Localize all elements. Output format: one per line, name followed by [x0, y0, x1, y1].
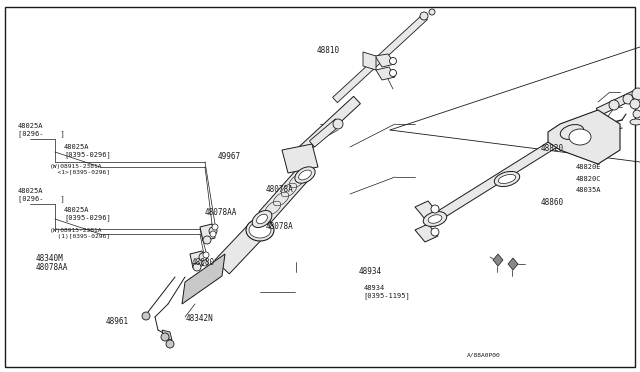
- Ellipse shape: [299, 170, 312, 180]
- Circle shape: [199, 253, 207, 261]
- Ellipse shape: [423, 212, 447, 227]
- Text: 48934
[0395-1195]: 48934 [0395-1195]: [364, 285, 410, 299]
- Text: 49967: 49967: [218, 152, 241, 161]
- Polygon shape: [162, 330, 172, 340]
- Text: 48078AA: 48078AA: [205, 208, 237, 217]
- Circle shape: [431, 228, 439, 236]
- Circle shape: [193, 263, 201, 271]
- Ellipse shape: [569, 129, 591, 145]
- Text: 48340M: 48340M: [35, 254, 63, 263]
- Circle shape: [429, 9, 435, 15]
- Circle shape: [609, 100, 619, 110]
- Polygon shape: [429, 126, 579, 224]
- Polygon shape: [375, 54, 395, 67]
- Polygon shape: [282, 144, 318, 173]
- Polygon shape: [182, 254, 225, 304]
- Polygon shape: [493, 254, 503, 266]
- Polygon shape: [415, 224, 438, 242]
- Polygon shape: [309, 119, 340, 147]
- Polygon shape: [415, 201, 438, 219]
- Text: 48078A: 48078A: [266, 185, 293, 194]
- Text: 48820C: 48820C: [576, 176, 602, 182]
- Text: 48342N: 48342N: [186, 314, 213, 323]
- Circle shape: [431, 205, 439, 213]
- Circle shape: [166, 340, 174, 348]
- Text: (W)08915-2381A
  (1)[0395-0296]: (W)08915-2381A (1)[0395-0296]: [50, 228, 110, 239]
- Polygon shape: [200, 224, 215, 241]
- Ellipse shape: [257, 214, 268, 224]
- Ellipse shape: [630, 119, 640, 125]
- Polygon shape: [376, 67, 395, 80]
- Circle shape: [203, 236, 211, 244]
- Polygon shape: [215, 222, 265, 274]
- Ellipse shape: [295, 167, 315, 183]
- Circle shape: [420, 12, 428, 20]
- Ellipse shape: [494, 171, 520, 186]
- Text: 48035A: 48035A: [576, 187, 602, 193]
- Circle shape: [209, 227, 217, 235]
- Circle shape: [333, 119, 343, 129]
- Circle shape: [390, 58, 397, 64]
- Text: 48078AA: 48078AA: [35, 263, 68, 272]
- Ellipse shape: [252, 211, 272, 228]
- Circle shape: [623, 94, 633, 104]
- Circle shape: [633, 110, 640, 118]
- Text: 48025A
[0296-    ]: 48025A [0296- ]: [18, 189, 65, 202]
- Polygon shape: [548, 110, 620, 164]
- Polygon shape: [363, 52, 376, 70]
- Text: 48078A: 48078A: [266, 222, 293, 231]
- Text: 48961: 48961: [106, 317, 129, 326]
- Polygon shape: [287, 96, 360, 166]
- Circle shape: [630, 99, 640, 109]
- Text: (W)08915-2381A
  <1>[0395-0296]: (W)08915-2381A <1>[0395-0296]: [50, 164, 110, 175]
- Ellipse shape: [249, 222, 271, 238]
- Circle shape: [212, 224, 218, 230]
- Circle shape: [203, 252, 209, 258]
- Ellipse shape: [428, 215, 442, 223]
- Polygon shape: [596, 89, 640, 116]
- Circle shape: [390, 70, 397, 77]
- Text: 48860: 48860: [541, 198, 564, 207]
- Text: A/88A0P00: A/88A0P00: [467, 353, 501, 358]
- Polygon shape: [190, 251, 205, 268]
- Ellipse shape: [499, 174, 516, 183]
- Ellipse shape: [246, 219, 274, 241]
- Circle shape: [210, 231, 216, 237]
- Circle shape: [202, 260, 208, 266]
- Ellipse shape: [560, 125, 584, 140]
- Circle shape: [161, 333, 169, 341]
- Text: 48820: 48820: [541, 144, 564, 153]
- Text: 48025A
[0395-0296]: 48025A [0395-0296]: [64, 144, 111, 157]
- Text: 48820E: 48820E: [576, 164, 602, 170]
- Polygon shape: [259, 167, 311, 222]
- Text: 48025A
[0296-    ]: 48025A [0296- ]: [18, 124, 65, 137]
- Text: 48934: 48934: [358, 267, 381, 276]
- Text: 48025A
[0395-0296]: 48025A [0395-0296]: [64, 207, 111, 221]
- Text: 48080: 48080: [192, 258, 215, 267]
- Polygon shape: [508, 258, 518, 270]
- Circle shape: [142, 312, 150, 320]
- Text: 48810: 48810: [317, 46, 340, 55]
- Circle shape: [632, 88, 640, 100]
- Polygon shape: [333, 15, 428, 103]
